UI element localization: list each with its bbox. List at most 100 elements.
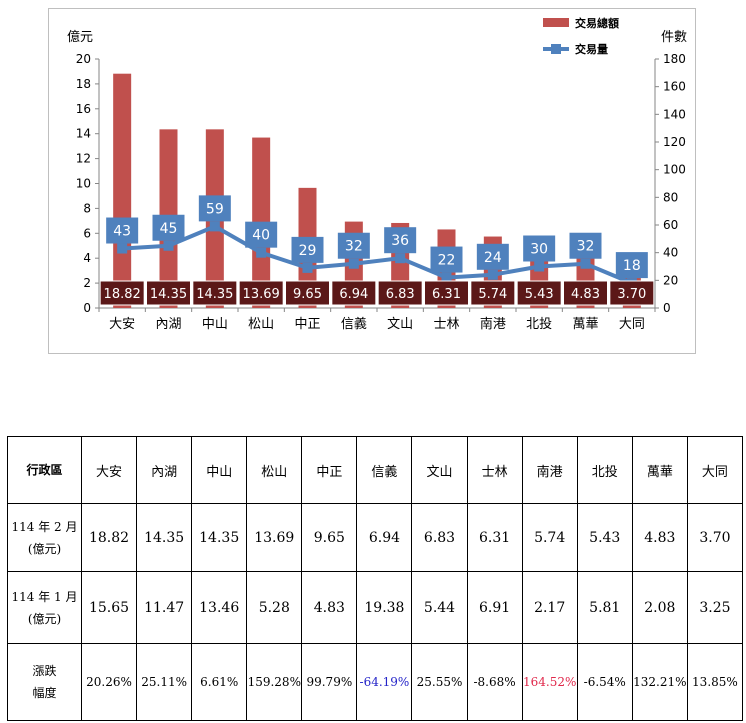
table-row: 漲跌 幅度 20.26% 25.11% 6.61% 159.28% 99.79%… [7, 643, 744, 721]
x-tick-label: 松山 [248, 317, 274, 332]
table-cell: 3.25 [686, 571, 744, 644]
right-tick-label: 100 [663, 163, 686, 177]
line-label-box [430, 246, 463, 273]
table-cell: 3.70 [686, 503, 744, 572]
table-row: 114 年 2 月 (億元) 18.82 14.35 14.35 13.69 9… [7, 503, 744, 572]
line-label-box [476, 243, 509, 270]
right-tick-label: 40 [663, 246, 678, 260]
table-header-cell: 松山 [246, 436, 303, 504]
right-tick-label: 80 [663, 190, 678, 204]
change-cell: 20.26% [80, 643, 138, 721]
line-data-label: 43 [113, 224, 131, 240]
bar-data-label: 5.74 [478, 287, 507, 302]
x-tick-label: 文山 [387, 317, 413, 332]
line-data-label: 32 [577, 239, 595, 255]
chart-frame: 0 2 4 6 8 10 12 14 16 18 20 0 20 40 60 80 100 120 140 160 18… [48, 8, 696, 354]
table-header-cell: 士林 [466, 436, 523, 504]
table-cell: 18.82 [80, 503, 138, 572]
y-left-axis-label: 億元 [67, 29, 93, 45]
bar-label-box [331, 280, 377, 306]
x-tick-label: 中正 [294, 317, 320, 332]
line-point [395, 253, 406, 264]
line-point [163, 240, 174, 251]
change-cell: 25.55% [411, 643, 468, 721]
line-data-label: 18 [623, 258, 641, 274]
change-cell: -6.54% [576, 643, 633, 721]
bar-data-label: 14.35 [196, 287, 233, 302]
line-point [256, 247, 267, 258]
legend-bar-label: 交易總額 [575, 16, 619, 30]
line-point [441, 272, 452, 283]
table-header-cell: 北投 [576, 436, 633, 504]
table-cell: 6.83 [411, 503, 468, 572]
line-label-box [523, 235, 556, 262]
left-tick-label: 2 [83, 276, 91, 290]
left-tick-label: 12 [76, 152, 91, 166]
line-point [534, 261, 545, 272]
left-tick-label: 20 [76, 52, 91, 66]
line-label-box [106, 217, 139, 244]
line-data-label: 29 [299, 243, 317, 259]
change-cell: -8.68% [466, 643, 523, 721]
change-cell: 164.52% [521, 643, 578, 721]
line-label-box [337, 232, 370, 259]
bar-data-label: 5.43 [525, 287, 554, 302]
legend-line-marker [551, 44, 561, 54]
table-cell: 11.47 [136, 571, 193, 644]
x-tick-label: 中山 [202, 317, 228, 332]
table-cell: 5.43 [576, 503, 633, 572]
table-cell: 5.81 [576, 571, 633, 644]
table-cell: 13.69 [246, 503, 303, 572]
table-header-row: 行政區 大安 內湖 中山 松山 中正 信義 文山 士林 南港 北投 萬華 大同 [7, 436, 744, 504]
left-tick-label: 14 [76, 127, 91, 141]
table-cell: 5.74 [521, 503, 578, 572]
bar-data-label: 6.94 [339, 287, 368, 302]
bar-label-box [285, 280, 330, 306]
change-cell: 13.85% [686, 643, 744, 721]
table-cell: 2.17 [521, 571, 578, 644]
table-header-label: 行政區 [7, 436, 82, 504]
change-cell: 132.21% [631, 643, 688, 721]
line-data-label: 30 [530, 242, 548, 258]
line-point [580, 258, 591, 269]
table-header-cell: 大安 [80, 436, 138, 504]
change-cell: 99.79% [301, 643, 358, 721]
table-cell: 19.38 [356, 571, 413, 644]
right-tick-label: 180 [663, 52, 686, 66]
x-tick-label: 萬華 [572, 317, 598, 332]
bar-data-label: 3.70 [617, 287, 646, 302]
line-label-box [198, 195, 231, 222]
change-cell: -64.19% [356, 643, 413, 721]
table-cell: 13.46 [191, 571, 248, 644]
line-label-box [152, 214, 185, 241]
x-tick-label: 士林 [433, 317, 459, 332]
left-tick-label: 8 [83, 201, 91, 215]
legend-bar-swatch [543, 18, 569, 27]
line-label-box [569, 232, 602, 259]
table-cell: 14.35 [136, 503, 193, 572]
row-label-line1: 漲跌 [32, 664, 57, 678]
line-data-label: 40 [252, 228, 270, 244]
line-data-label: 45 [160, 221, 178, 237]
left-tick-label: 18 [76, 77, 91, 91]
legend-line-label: 交易量 [575, 42, 608, 56]
table-cell: 5.44 [411, 571, 468, 644]
left-tick-label: 6 [83, 226, 91, 240]
x-tick-label: 大安 [109, 317, 135, 332]
x-tick-label: 內湖 [155, 317, 181, 332]
bar-label-box [238, 280, 284, 306]
table-header-cell: 信義 [356, 436, 413, 504]
table-header-cell: 中山 [191, 436, 248, 504]
right-tick-label: 160 [663, 80, 686, 94]
line-point [117, 243, 128, 254]
table-header-cell: 內湖 [136, 436, 193, 504]
table-cell: 15.65 [80, 571, 138, 644]
x-tick-label: 北投 [526, 316, 552, 332]
line-label-box [384, 227, 417, 254]
row-label: 114 年 2 月 (億元) [7, 503, 82, 572]
line-point [209, 221, 220, 232]
right-tick-label: 120 [663, 135, 686, 149]
bar-label-box [470, 280, 516, 306]
row-label-line2: 幅度 [32, 686, 57, 700]
left-tick-label: 4 [83, 251, 91, 265]
